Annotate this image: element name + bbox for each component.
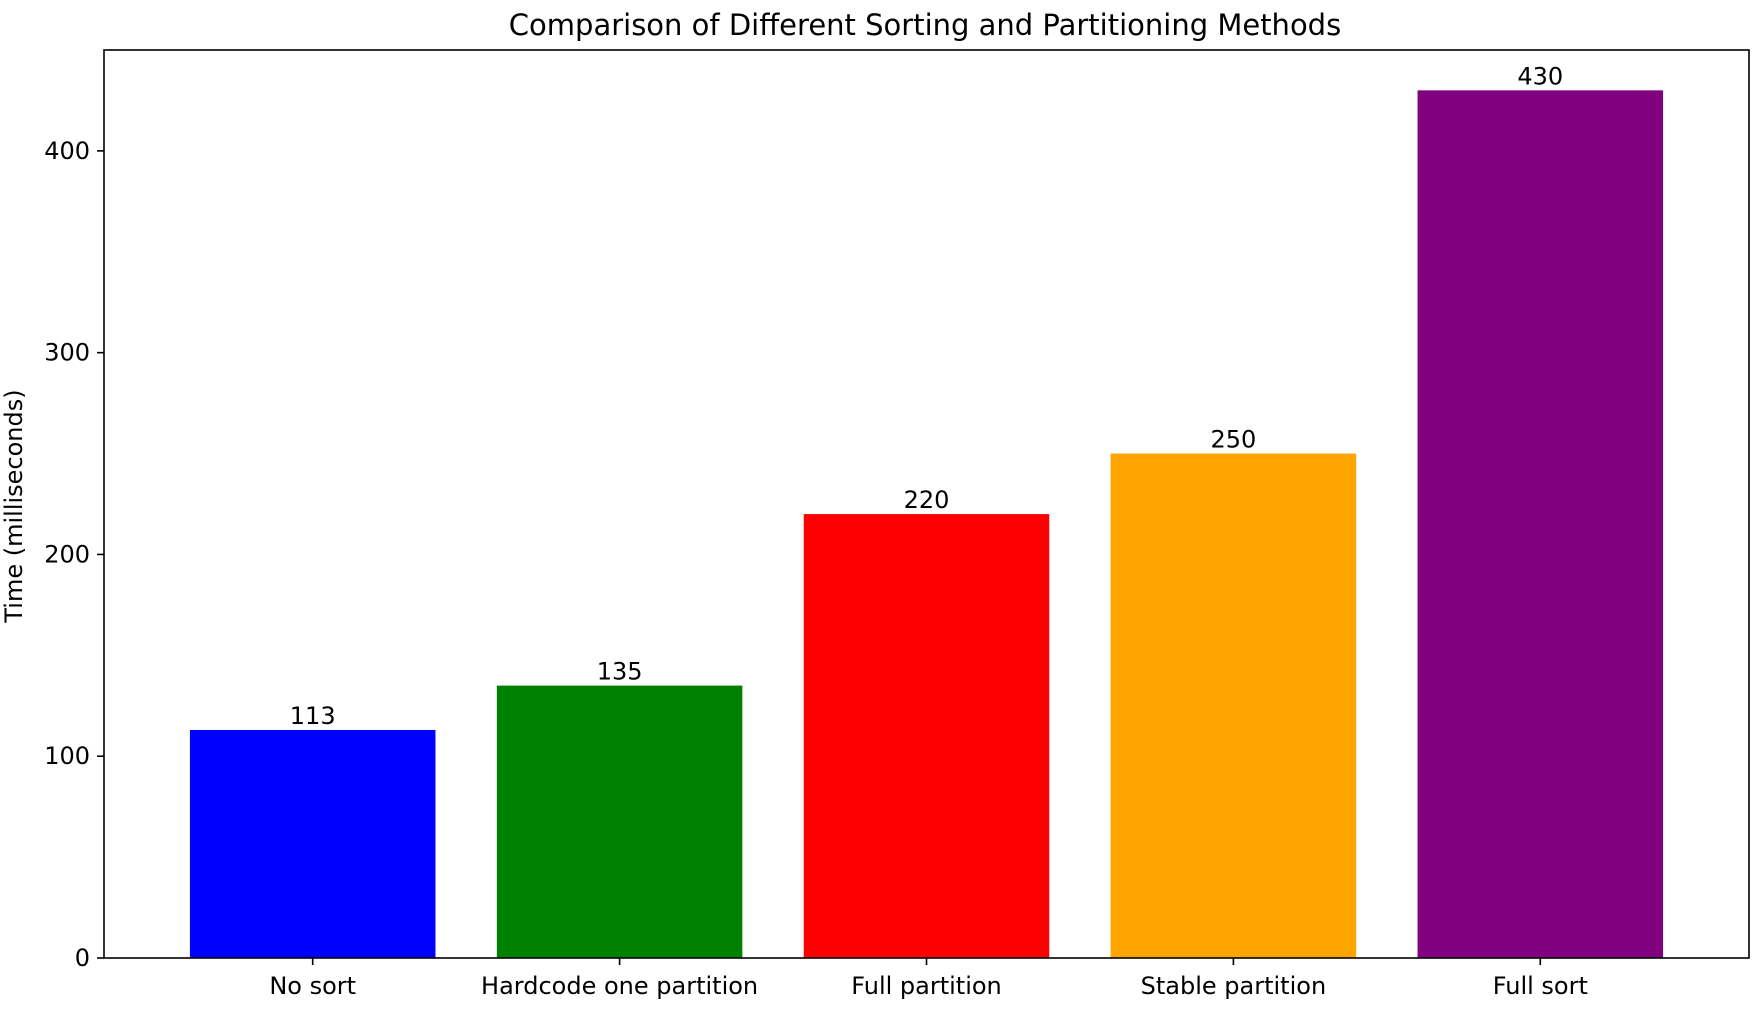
bars-layer: 113 135 220 250 430 (189, 62, 1664, 959)
bar-value-label: 135 (597, 658, 643, 686)
bar-value-label: 430 (1517, 62, 1563, 90)
x-tick-label: Hardcode one partition (481, 972, 758, 1000)
x-tick-label: Stable partition (1141, 972, 1327, 1000)
y-axis-label: Time (milliseconds) (0, 389, 28, 623)
bar (496, 685, 743, 958)
x-tick-label: Full partition (851, 972, 1002, 1000)
x-tick-label: No sort (269, 972, 356, 1000)
y-tick-label: 200 (44, 540, 90, 568)
y-tick-label: 100 (44, 742, 90, 770)
bar (1110, 453, 1357, 958)
bar (803, 514, 1050, 958)
bar-value-label: 250 (1210, 426, 1256, 454)
ticks-layer: No sort Hardcode one partition Full partit… (44, 137, 1588, 1000)
bar-value-label: 220 (904, 486, 950, 514)
y-tick-label: 400 (44, 137, 90, 165)
bar-value-label: 113 (290, 702, 336, 730)
bar (1417, 90, 1664, 959)
bar (189, 729, 436, 958)
plot-frame (103, 49, 1750, 959)
y-tick-label: 0 (75, 944, 90, 972)
x-tick-label: Full sort (1493, 972, 1588, 1000)
chart-title: Comparison of Different Sorting and Part… (509, 8, 1341, 42)
y-tick-label: 300 (44, 339, 90, 367)
